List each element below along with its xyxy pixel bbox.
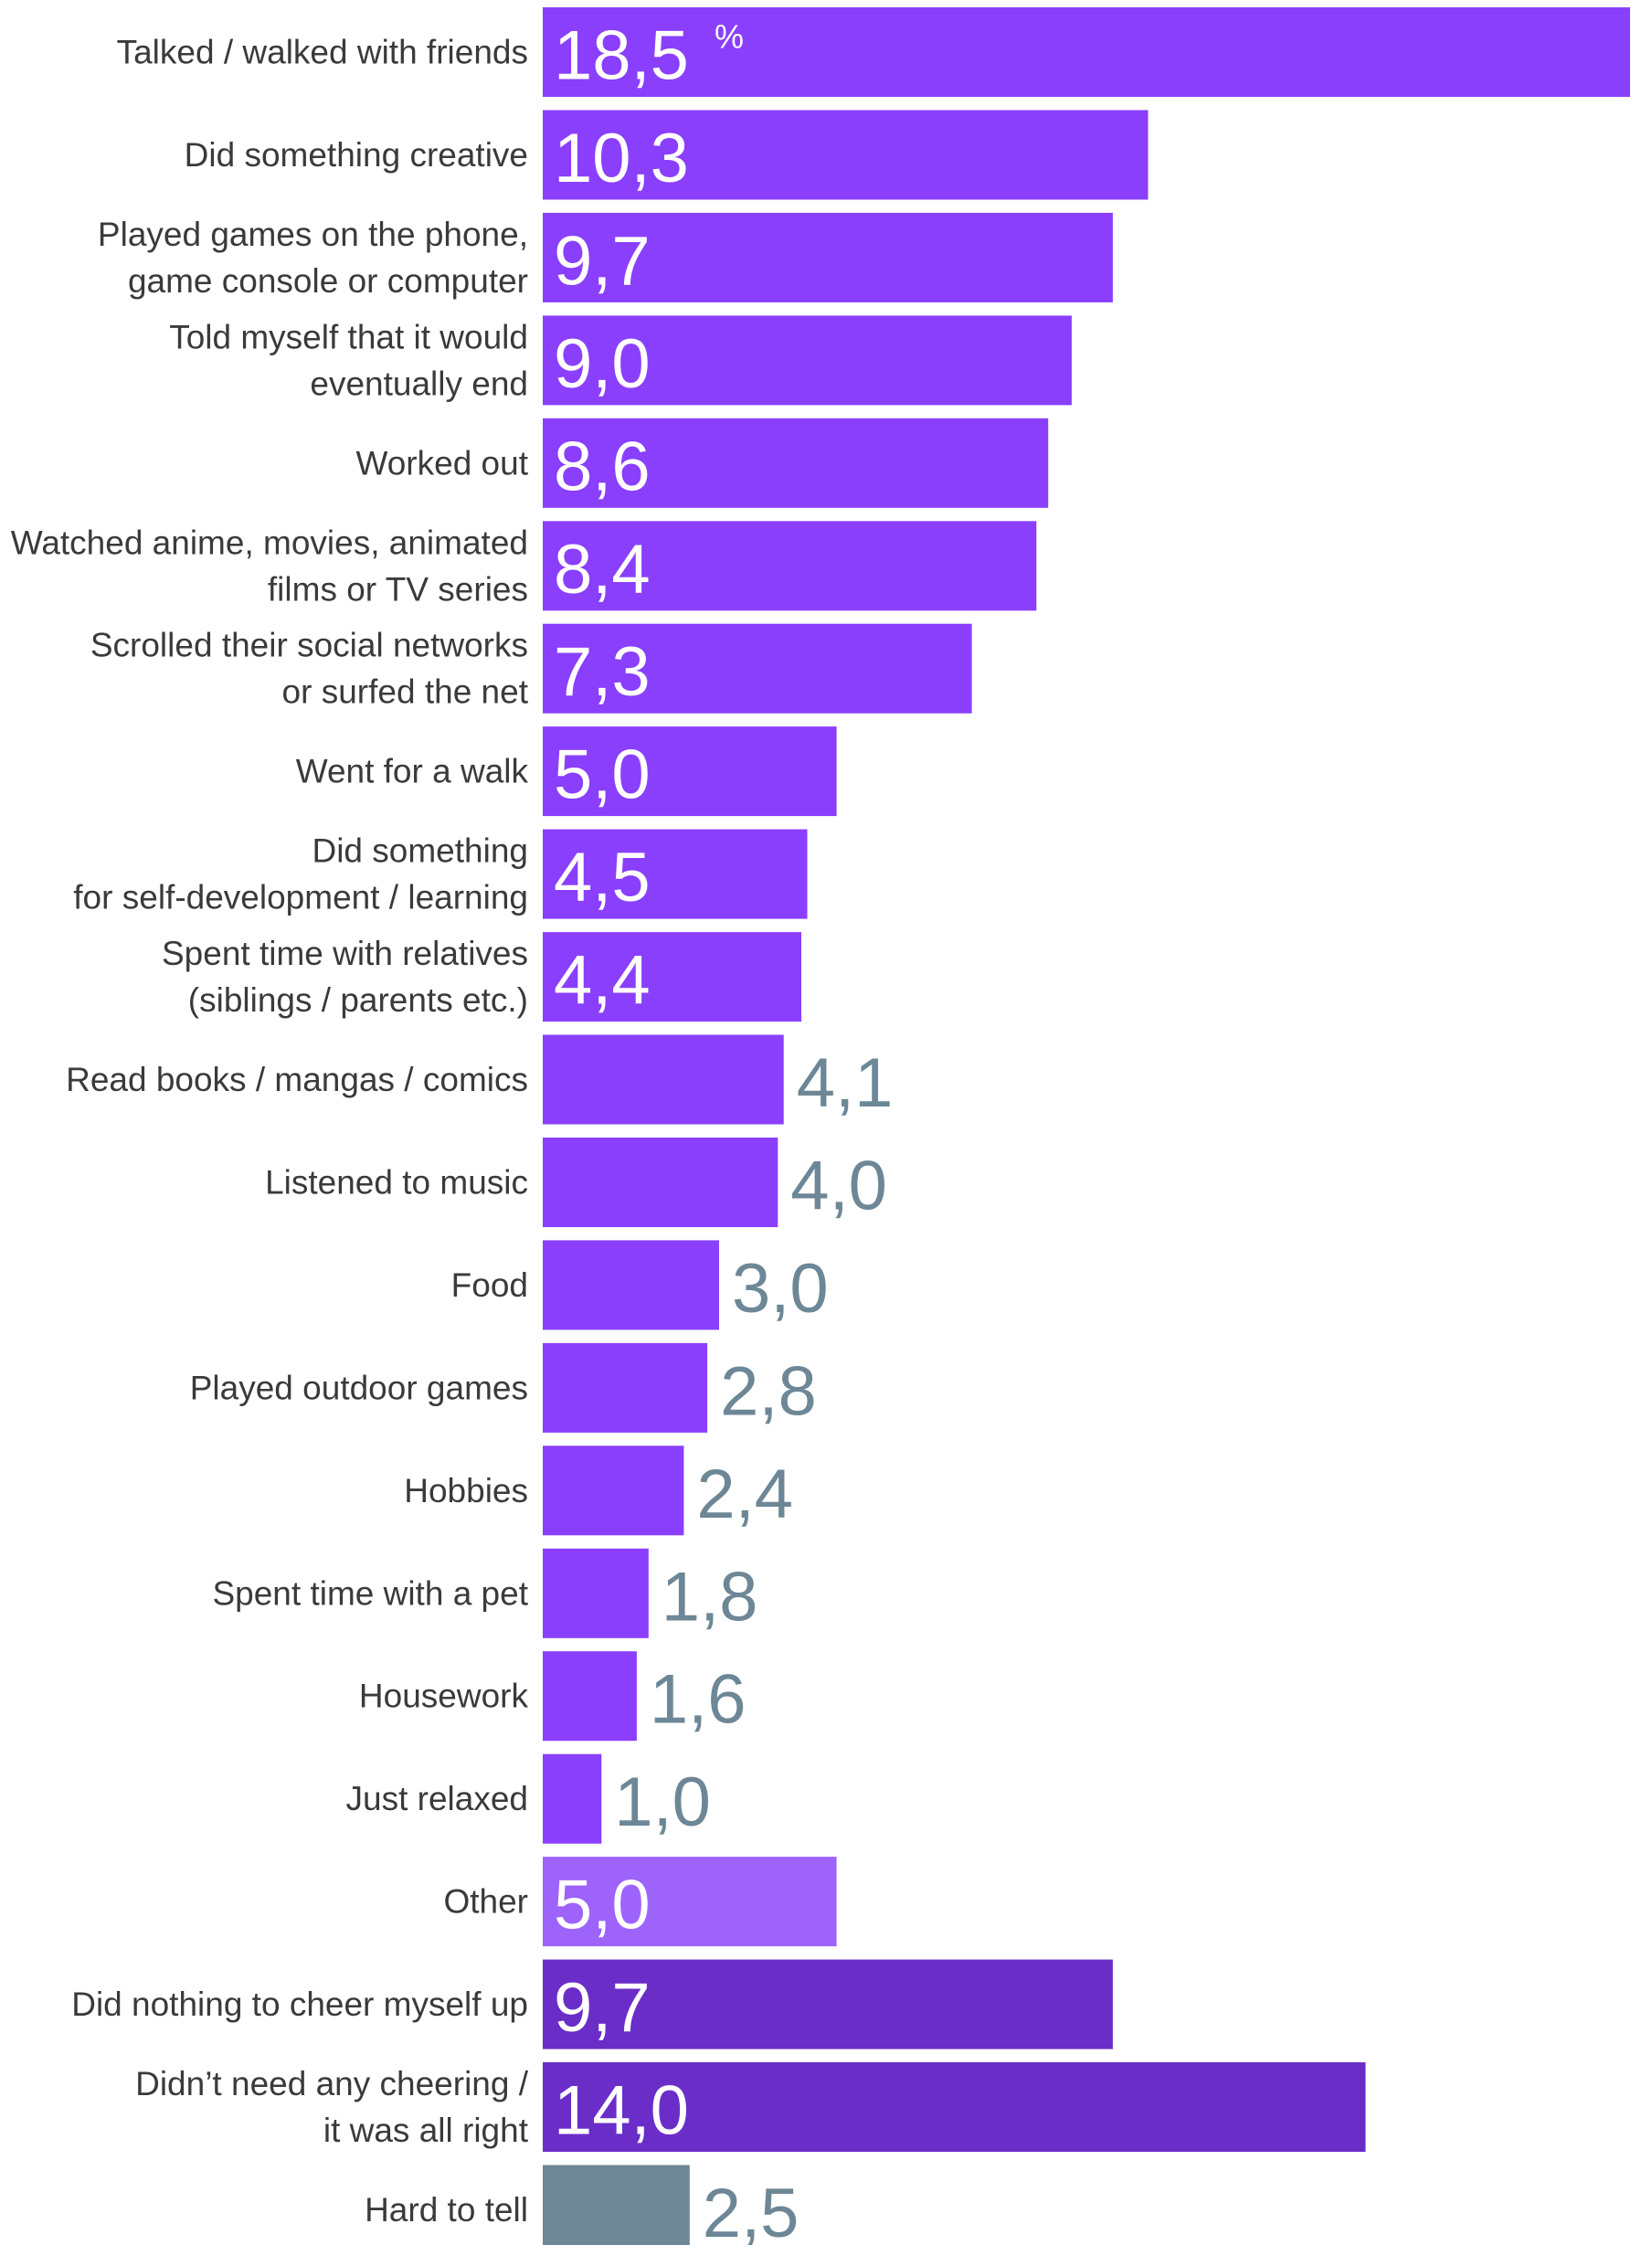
bar	[543, 829, 808, 919]
category-label: Spent time with relatives	[162, 935, 528, 972]
category-label: it was all right	[323, 2112, 529, 2149]
bar-group: Housework 1,6	[359, 1651, 747, 1742]
bar	[543, 7, 1630, 97]
value-label: 1,0	[614, 1763, 711, 1841]
bar	[543, 1753, 602, 1844]
category-label: for self-development / learning	[73, 879, 528, 916]
category-label: or surfed the net	[282, 673, 529, 711]
bar	[543, 726, 837, 817]
category-label: Other	[443, 1883, 528, 1921]
value-label: 5,0	[554, 736, 651, 814]
bar	[543, 1240, 719, 1330]
category-label: Read books / mangas / comics	[66, 1061, 528, 1098]
bar-group: Didn’t need any cheering / it was all rig…	[135, 2062, 1366, 2152]
unit-label: %	[715, 18, 744, 56]
bar-group: Other 5,0	[443, 1857, 837, 1947]
category-label: Hobbies	[404, 1472, 528, 1509]
bar-group: Hard to tell 2,5	[365, 2165, 800, 2245]
bar-group: Listened to music 4,0	[265, 1138, 887, 1227]
bar-group: Did nothing to cheer myself up 9,7	[71, 1959, 1113, 2049]
value-label: 10,3	[554, 120, 689, 197]
value-label: 14,0	[554, 2072, 689, 2150]
category-label: game console or computer	[128, 262, 528, 300]
value-label: 4,0	[790, 1148, 887, 1225]
value-label: 8,6	[554, 428, 651, 505]
value-label: 2,8	[720, 1352, 817, 1430]
category-label: Hard to tell	[365, 2191, 528, 2229]
category-label: Played games on the phone,	[98, 216, 528, 253]
bar-group: Spent time with a pet 1,8	[212, 1548, 758, 1638]
bar	[543, 418, 1049, 508]
bar	[543, 1034, 784, 1125]
value-label: 2,5	[703, 2175, 800, 2245]
bar	[543, 1959, 1113, 2049]
bar-group: Hobbies 2,4	[404, 1445, 793, 1536]
category-label: Spent time with a pet	[212, 1574, 528, 1612]
bar-group: Did something for self-development / lear…	[73, 829, 808, 919]
bar-group: Went for a walk 5,0	[296, 726, 837, 817]
bar-group: Played games on the phone, game console o…	[98, 212, 1113, 302]
value-label: 1,8	[662, 1558, 758, 1636]
bar	[543, 932, 801, 1022]
bar	[543, 1651, 637, 1742]
value-label: 3,0	[732, 1250, 829, 1328]
value-label: 8,4	[554, 531, 651, 609]
category-label: Just relaxed	[346, 1780, 529, 1817]
category-label: Watched anime, movies, animated	[11, 524, 528, 561]
category-label: (siblings / parents etc.)	[188, 981, 528, 1019]
value-label: 9,7	[554, 1969, 651, 2047]
bar	[543, 1548, 649, 1638]
bar-group: Read books / mangas / comics 4,1	[66, 1034, 894, 1125]
bar-group: Spent time with relatives (siblings / par…	[162, 932, 801, 1022]
bar	[543, 2062, 1366, 2152]
bar-group: Watched anime, movies, animated films or …	[11, 521, 1037, 611]
category-label: Worked out	[355, 444, 528, 482]
category-label: Didn’t need any cheering /	[135, 2065, 529, 2102]
value-label: 9,7	[554, 222, 651, 300]
category-label: Food	[451, 1266, 528, 1304]
bar	[543, 110, 1149, 200]
value-label: 2,4	[696, 1456, 793, 1533]
category-label: Did nothing to cheer myself up	[71, 1986, 528, 2023]
value-label: 7,3	[554, 633, 651, 711]
category-label: Did something	[312, 832, 528, 870]
value-label: 18,5	[554, 17, 689, 95]
value-label: 4,1	[797, 1044, 894, 1122]
bar	[543, 1445, 684, 1536]
bar-group: Played outdoor games 2,8	[190, 1342, 817, 1433]
bar-group: Told myself that it would eventually end 9…	[169, 315, 1072, 406]
bar-group: Just relaxed 1,0	[346, 1753, 711, 1844]
category-label: eventually end	[310, 365, 528, 402]
value-label: 9,0	[554, 325, 651, 403]
bar	[543, 1857, 837, 1947]
bar	[543, 2165, 690, 2245]
value-label: 5,0	[554, 1867, 651, 1944]
bar-group: Scrolled their social networks or surfed …	[90, 623, 972, 714]
bar-group: Talked / walked with friends 18,5%	[117, 7, 1630, 97]
bar-group: Food 3,0	[451, 1240, 829, 1330]
bar	[543, 212, 1113, 302]
category-label: Did something creative	[185, 136, 528, 174]
category-label: Played outdoor games	[190, 1369, 528, 1406]
category-label: Housework	[359, 1678, 529, 1715]
category-label: Listened to music	[265, 1164, 528, 1202]
value-label: 1,6	[650, 1661, 747, 1739]
bar	[543, 521, 1037, 611]
category-label: Went for a walk	[296, 753, 529, 790]
bar	[543, 1342, 708, 1433]
category-label: films or TV series	[268, 570, 528, 608]
value-label: 4,5	[554, 839, 651, 916]
bar	[543, 623, 972, 714]
bar	[543, 315, 1072, 406]
bar	[543, 1138, 778, 1227]
bar-group: Worked out 8,6	[355, 418, 1049, 508]
category-label: Talked / walked with friends	[117, 34, 528, 71]
category-label: Told myself that it would	[169, 318, 528, 355]
bar-group: Did something creative 10,3	[185, 110, 1149, 200]
value-label: 4,4	[554, 942, 651, 1020]
category-label: Scrolled their social networks	[90, 627, 528, 664]
